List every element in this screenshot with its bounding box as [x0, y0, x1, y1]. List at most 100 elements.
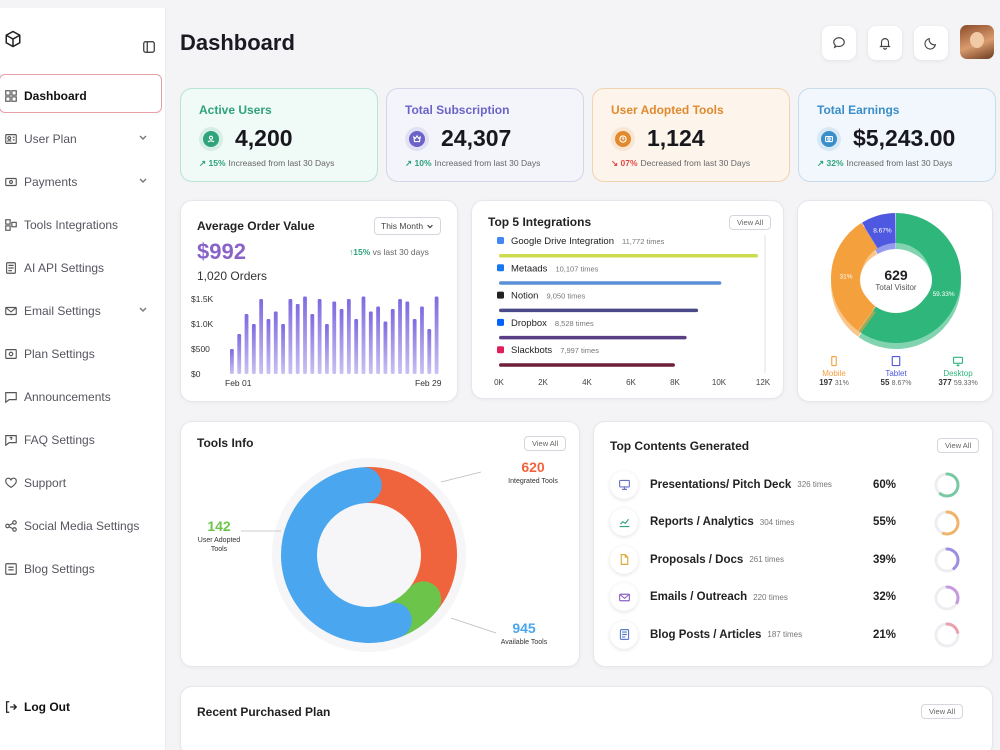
device-count: 377: [938, 378, 952, 387]
aov-change-note: vs last 30 days: [372, 247, 429, 257]
sidebar-item-user-plan[interactable]: User Plan: [0, 117, 166, 160]
notifications-button[interactable]: [868, 26, 902, 60]
sidebar-item-blog-settings[interactable]: Blog Settings: [0, 547, 166, 590]
content-row[interactable]: Presentations/ Pitch Deck 326 times 60%: [610, 466, 982, 504]
stat-icon: [413, 134, 421, 143]
content-row[interactable]: Reports / Analytics 304 times 55%: [610, 504, 982, 542]
sidebar-toggle-icon[interactable]: [142, 40, 156, 54]
trend-up-icon: ↗: [199, 158, 207, 168]
content-row[interactable]: Emails / Outreach 220 times 32%: [610, 579, 982, 617]
donut-center: [860, 250, 932, 310]
visitors-card: 8.67% 59.33% 31% 629 Total Visitor Mobile 1…: [797, 200, 993, 402]
user-avatar[interactable]: [960, 25, 994, 59]
recent-view-all-button[interactable]: View All: [921, 704, 964, 719]
stat-label: User Adopted Tools: [611, 103, 724, 117]
aov-bar: [434, 296, 439, 374]
aov-bar: [273, 311, 278, 374]
y-tick-label: $1.5K: [191, 294, 214, 304]
integration-count: 10,107 times: [555, 264, 598, 273]
sidebar-item-email-settings[interactable]: Email Settings: [0, 289, 166, 332]
content-row[interactable]: Proposals / Docs 261 times 39%: [610, 541, 982, 579]
stat-badge: [199, 127, 223, 151]
sidebar: Dashboard User Plan Payments Tools Integrat…: [0, 8, 166, 750]
content-row[interactable]: Blog Posts / Articles 187 times 21%: [610, 616, 982, 654]
chevron-down-icon[interactable]: [138, 304, 148, 314]
aov-bar: [295, 304, 300, 374]
stat-badge: [611, 127, 635, 151]
integration-name: Slackbots: [511, 345, 552, 356]
sidebar-item-social-media-settings[interactable]: Social Media Settings: [0, 504, 166, 547]
stat-pct: 32%: [826, 158, 844, 168]
aov-bar: [317, 299, 322, 374]
grid-icon: [5, 89, 17, 102]
sidebar-item-announcements[interactable]: Announcements: [0, 375, 166, 418]
stat-change: ↗ 32% Increased from last 30 Days: [817, 158, 952, 169]
stat-badge: [817, 127, 841, 151]
tools-segment-label: Integrated Tools: [508, 478, 558, 485]
tools-segment-available-tools[interactable]: [281, 467, 412, 643]
donut-slice-desktop[interactable]: [858, 213, 961, 343]
content-name: Proposals / Docs: [650, 553, 744, 566]
integration-name: Notion: [511, 291, 538, 302]
chevron-down-icon[interactable]: [138, 132, 148, 142]
sidebar-item-dashboard[interactable]: Dashboard: [0, 74, 166, 117]
content-progress-ring: [934, 585, 960, 610]
integration-count: 9,050 times: [546, 292, 585, 301]
cube-logo-icon[interactable]: [4, 30, 22, 48]
integrations-view-all-button[interactable]: View All: [729, 215, 772, 230]
sidebar-item-support[interactable]: Support: [0, 461, 166, 504]
sidebar-item-faq-settings[interactable]: FAQ Settings: [0, 418, 166, 461]
integration-name: Google Drive Integration: [511, 236, 614, 247]
device-name: Desktop: [943, 369, 973, 378]
sidebar-item-label: Support: [24, 475, 67, 490]
stat-note: Decreased from last 30 Days: [640, 158, 751, 168]
top-contents-view-all-button[interactable]: View All: [937, 438, 980, 453]
content-icon-badge: [610, 583, 638, 612]
y-tick-label: $1.0K: [191, 319, 214, 329]
user-adopted-tools-card: User Adopted Tools 1,124 ↘ 07% Decreased fr…: [592, 88, 790, 182]
user-plan-icon: [5, 133, 17, 144]
sidebar-item-label: FAQ Settings: [24, 432, 95, 447]
integration-count: 8,528 times: [555, 319, 594, 328]
stat-value: 24,307: [441, 125, 512, 151]
trend-up-icon: ↗: [405, 158, 413, 168]
x-tick-label: 4K: [582, 378, 592, 387]
aov-value: $992: [197, 239, 246, 264]
aov-bar: [266, 319, 271, 374]
aov-bar: [288, 299, 293, 374]
stat-label: Total Subscription: [405, 103, 510, 117]
stat-pct: 07%: [620, 158, 638, 168]
content-pct: 32%: [873, 591, 897, 604]
sidebar-item-label: Email Settings: [24, 303, 101, 318]
donut-slice-mobile[interactable]: [831, 222, 879, 331]
mobile-icon: [831, 355, 837, 367]
sidebar-item-tools-integrations[interactable]: Tools Integrations: [0, 203, 166, 246]
messages-button[interactable]: [822, 26, 856, 60]
tools-segment-integrated-tools[interactable]: [349, 467, 457, 615]
stat-note: Increased from last 30 Days: [228, 158, 335, 168]
integration-name: Metaads: [511, 263, 548, 274]
trend-down-icon: ↘: [611, 158, 619, 168]
aov-change: ↑15% vs last 30 days: [349, 247, 429, 257]
aov-bar: [346, 299, 351, 374]
tools-view-all-button[interactable]: View All: [524, 436, 567, 451]
y-tick-label: $500: [191, 344, 210, 354]
ai-api-icon: [6, 261, 16, 274]
article-icon: [619, 629, 629, 641]
aov-bar: [405, 301, 410, 374]
stat-label: Active Users: [199, 103, 272, 117]
integration-count: 7,997 times: [560, 346, 599, 355]
donut-slice-tablet[interactable]: [862, 213, 897, 249]
tools-segment-label: Available Tools: [501, 639, 548, 646]
period-dropdown[interactable]: This Month: [374, 217, 442, 235]
sidebar-item-payments[interactable]: Payments: [0, 160, 166, 203]
sidebar-item-plan-settings[interactable]: Plan Settings: [0, 332, 166, 375]
logout-button[interactable]: Log Out: [4, 700, 70, 714]
integration-logo-icon: [497, 318, 504, 326]
sidebar-item-ai-api-settings[interactable]: AI API Settings: [0, 246, 166, 289]
bell-icon: [879, 38, 891, 50]
leader-line: [440, 471, 482, 483]
chevron-down-icon[interactable]: [138, 175, 148, 185]
theme-toggle-button[interactable]: [914, 26, 948, 60]
stat-change: ↗ 10% Increased from last 30 Days: [405, 158, 540, 169]
